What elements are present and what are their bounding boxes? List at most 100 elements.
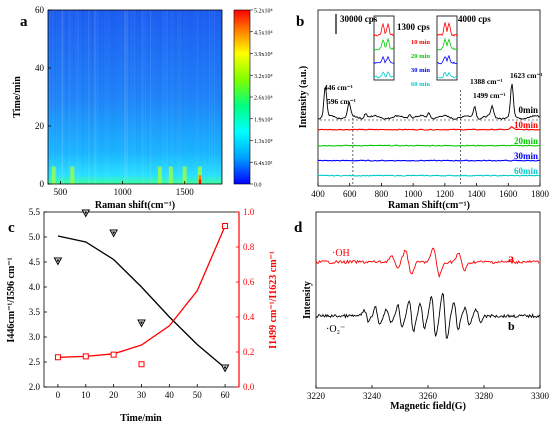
scale-bar-4000: 4000 cps <box>458 14 491 24</box>
epr-x-tick-label: 3280 <box>475 391 494 401</box>
heatmap-texture <box>63 10 65 184</box>
heatmap-texture <box>80 10 82 184</box>
spectra-frame <box>317 9 541 187</box>
panel-a: a 500 1000 1500 0 20 40 60 Raman shift(cm⁻¹) T… <box>12 5 273 211</box>
ratio-x-tick-label: 50 <box>193 390 203 400</box>
heatmap-texture <box>94 10 96 184</box>
heatmap-texture <box>89 10 91 184</box>
spectra-x-tick-label: 1800 <box>531 189 550 199</box>
heatmap-texture <box>88 10 89 184</box>
data-point-right <box>222 223 229 229</box>
scale-bar-1300: 1300 cps <box>397 22 430 32</box>
colorbar-tick-label: 4.5x10⁴ <box>254 30 273 36</box>
heatmap-texture <box>214 10 216 184</box>
ratio-right-tick-label: 0.0 <box>243 382 255 392</box>
epr-curve-b-label: b <box>508 319 515 333</box>
epr-label-o2: ·O₂⁻ <box>326 324 345 335</box>
heatmap-texture <box>164 10 166 184</box>
heatmap-texture <box>56 10 58 184</box>
heatmap-texture <box>172 10 174 184</box>
peak-label: 1623 cm⁻¹ <box>510 71 543 80</box>
heatmap-texture <box>141 10 143 184</box>
epr-plot: 3220 3240 3260 3280 3300 <box>307 247 550 401</box>
ratio-x-tick-label: 20 <box>109 390 119 400</box>
data-point-left-fill <box>112 231 116 235</box>
heatmap-hot-core <box>199 179 202 184</box>
epr-x-tick-label: 3240 <box>363 391 382 401</box>
spectrum-0min <box>317 83 540 120</box>
data-point-left-fill <box>56 259 60 263</box>
heatmap-texture <box>150 10 152 184</box>
heatmap-y-tick-label: 40 <box>35 63 45 73</box>
epr-x-tick-label: 3220 <box>307 391 326 401</box>
ratio-right-tick-label: 0.6 <box>243 277 255 287</box>
colorbar-ticks: 0.0 6.4x10³ 1.3x10⁴ 1.9x10⁴ 2.6x10⁴ 3.2x10⁴ 3.… <box>250 9 273 189</box>
epr-x-tick-label: 3260 <box>419 391 438 401</box>
heatmap-texture <box>71 10 73 184</box>
heatmap-texture <box>156 10 158 184</box>
heatmap-texture <box>214 10 216 184</box>
heatmap-texture <box>129 10 131 184</box>
spectra-x-tick-label: 1000 <box>404 189 423 199</box>
heatmap-texture <box>149 10 151 184</box>
ratio-x-tick-label: 10 <box>81 390 91 400</box>
ratio-x-tick-label: 0 <box>56 390 61 400</box>
heatmap-y-label: Time/min <box>12 76 23 118</box>
spectrum-label-10min: 10min <box>514 120 538 130</box>
heatmap-texture <box>162 10 164 184</box>
heatmap-texture <box>211 10 213 184</box>
epr-curve-a-label: a <box>508 251 514 265</box>
heatmap-texture <box>124 10 126 184</box>
heatmap-texture <box>133 10 135 184</box>
heatmap-texture <box>127 10 129 184</box>
ratio-left-tick-label: 4.5 <box>29 257 41 267</box>
heatmap-texture <box>124 10 126 184</box>
spectrum-label-60min: 60min <box>514 166 538 176</box>
heatmap-x-tick-label: 500 <box>54 187 68 197</box>
heatmap-texture <box>49 10 51 184</box>
colorbar-tick-label: 3.2x10⁴ <box>254 74 273 80</box>
heatmap-texture <box>62 10 64 184</box>
data-point-left-fill <box>84 211 88 215</box>
spectra-x-tick-label: 600 <box>343 189 357 199</box>
inset-legend-item: 30 min <box>411 67 430 74</box>
heatmap-texture <box>62 10 64 184</box>
inset-4000-trace <box>436 37 458 51</box>
heatmap-texture <box>177 10 179 184</box>
panel-b: b 400 600 800 1000 1200 1400 1600 1800 10min 20mi… <box>296 9 550 211</box>
heatmap-hot-band <box>51 166 56 184</box>
heatmap-frame <box>47 9 223 185</box>
epr-x-tick-label: 3300 <box>531 391 550 401</box>
spectra-x-tick-label: 1600 <box>499 189 518 199</box>
ratio-x-tick-label: 40 <box>165 390 175 400</box>
heatmap-texture <box>49 10 51 184</box>
heatmap-texture <box>143 10 144 184</box>
epr-curve-a <box>315 247 540 279</box>
inset-4000-trace <box>436 21 458 37</box>
heatmap-texture <box>61 10 63 184</box>
heatmap-texture <box>53 10 54 184</box>
heatmap-texture <box>131 10 132 184</box>
heatmap-texture <box>133 10 135 184</box>
inset-1300-trace <box>373 71 395 79</box>
ratio-left-tick-label: 4.0 <box>29 282 41 292</box>
ratio-left-tick-label: 3.5 <box>29 307 41 317</box>
epr-x-label: Magnetic field(G) <box>390 401 466 412</box>
heatmap-texture <box>178 10 179 184</box>
heatmap-texture <box>134 10 136 184</box>
colorbar-tick-label: 1.3x10⁴ <box>254 139 273 145</box>
inset-1300-trace <box>373 37 395 51</box>
heatmap-texture <box>162 10 164 184</box>
heatmap-x-tick-label: 1500 <box>176 187 195 197</box>
heatmap-texture <box>203 10 205 184</box>
peak-label: 1499 cm⁻¹ <box>473 91 506 100</box>
heatmap-texture <box>164 10 166 184</box>
heatmap-texture <box>166 10 168 184</box>
heatmap-texture <box>106 10 108 184</box>
inset-1300-trace <box>373 22 395 37</box>
inset-1300 <box>373 15 395 81</box>
spectrum-20min <box>318 144 541 147</box>
heatmap-texture <box>94 10 96 184</box>
ratio-frame <box>43 211 240 388</box>
